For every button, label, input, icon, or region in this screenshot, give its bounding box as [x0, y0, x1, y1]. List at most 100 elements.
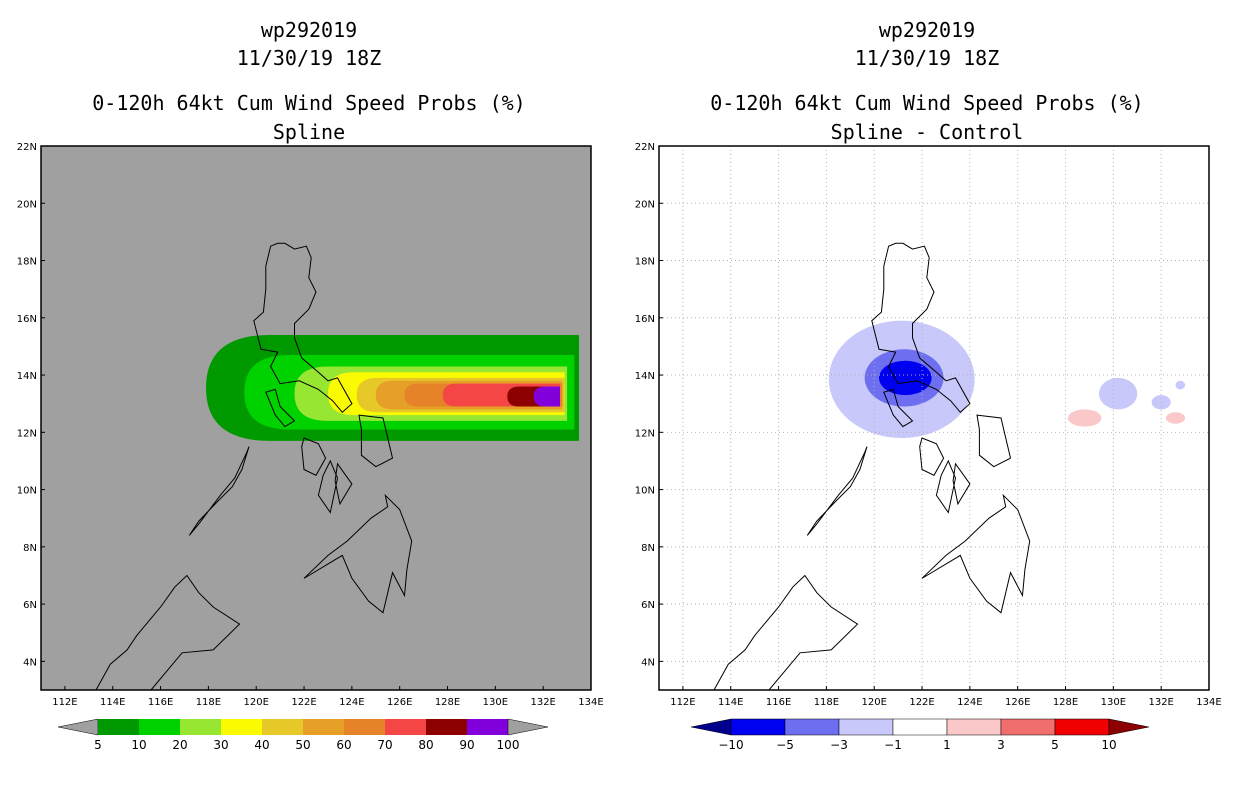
panel-spline: wp292019 11/30/19 18Z 0-120h 64kt Cum Wi… — [17, 18, 604, 752]
difference-contour — [1067, 409, 1102, 427]
x-tick-label: 112E — [52, 697, 77, 708]
colorbar-segment — [139, 719, 180, 735]
colorbar-segment — [426, 719, 467, 735]
colorbar-segment — [892, 718, 948, 736]
colorbar-segment — [838, 718, 894, 736]
difference-map: 112E 114E 116E 118E 120E 122E 124E 126E 128E 130E… — [635, 142, 1222, 752]
colorbar-segment — [385, 719, 426, 735]
probability-contour-90-100 — [533, 386, 560, 407]
y-tick-label: 6N — [23, 600, 37, 611]
colorbar-segment — [221, 719, 262, 735]
colorbar-label: −1 — [884, 738, 902, 752]
chart-subtitle: 11/30/19 18Z — [854, 46, 1000, 70]
colorbar-segment — [262, 719, 303, 735]
colorbar-label: 80 — [418, 738, 433, 752]
coastline — [188, 446, 250, 536]
difference-contour — [1099, 377, 1138, 410]
x-tick-label: 128E — [1053, 697, 1078, 708]
colorbar-label: 90 — [459, 738, 474, 752]
x-tick-label: 116E — [148, 697, 173, 708]
colorbar-over-arrow — [507, 718, 549, 736]
x-tick-label: 118E — [196, 697, 221, 708]
colorbar-label: 1 — [943, 738, 951, 752]
x-tick-label: 114E — [718, 697, 743, 708]
colorbar-label: 5 — [1051, 738, 1059, 752]
colorbar-segment — [98, 719, 139, 735]
colorbar-label: −10 — [718, 738, 743, 752]
y-tick-label: 4N — [23, 657, 37, 668]
colorbar-label: 10 — [131, 738, 146, 752]
colorbar-over-arrow — [1108, 718, 1150, 736]
coastline — [952, 462, 971, 506]
colorbar-label: 70 — [377, 738, 392, 752]
coastline — [301, 437, 327, 476]
plot-frame — [40, 145, 592, 691]
colorbar-segment — [180, 719, 221, 735]
coastline — [303, 493, 413, 614]
y-tick-label: 12N — [635, 428, 655, 439]
colorbar-segment — [1054, 718, 1110, 736]
x-tick-label: 124E — [957, 697, 982, 708]
colorbar-segment — [1000, 718, 1056, 736]
difference-contour — [1165, 412, 1186, 424]
coastline — [253, 242, 353, 414]
coastline — [358, 414, 394, 468]
colorbar-segment — [467, 719, 508, 735]
y-tick-label: 14N — [635, 371, 655, 382]
colorbar-under-arrow — [57, 718, 99, 736]
coastline — [976, 414, 1012, 468]
coastline — [806, 446, 868, 536]
colorbar-segment — [303, 719, 344, 735]
x-tick-label: 120E — [244, 697, 269, 708]
coastline — [334, 462, 353, 506]
y-tick-label: 22N — [17, 142, 37, 153]
colorbar-segment — [344, 719, 385, 735]
coastline — [919, 437, 945, 476]
x-tick-label: 128E — [435, 697, 460, 708]
coastline — [883, 388, 914, 428]
colorbar-under-arrow — [690, 718, 732, 736]
colorbar-label: 3 — [997, 738, 1005, 752]
x-tick-label: 116E — [766, 697, 791, 708]
x-tick-label: 122E — [291, 697, 316, 708]
x-tick-label: 126E — [387, 697, 412, 708]
y-tick-label: 20N — [635, 199, 655, 210]
chart-title: wp292019 — [878, 18, 976, 42]
chart-product-label: 0-120h 64kt Cum Wind Speed Probs (%) — [710, 91, 1144, 115]
y-tick-label: 18N — [635, 257, 655, 268]
coastline — [265, 388, 296, 428]
chart-subtitle: 11/30/19 18Z — [236, 46, 382, 70]
difference-contour — [1175, 380, 1186, 390]
x-tick-label: 132E — [530, 697, 555, 708]
chart-variant-label: Spline — [272, 120, 346, 144]
x-tick-label: 130E — [483, 697, 508, 708]
colorbar-label: 40 — [254, 738, 269, 752]
x-tick-label: 134E — [578, 697, 603, 708]
colorbar-segment — [946, 718, 1002, 736]
coastline — [871, 242, 971, 414]
y-tick-label: 14N — [17, 371, 37, 382]
x-tick-label: 114E — [100, 697, 125, 708]
chart-title: wp292019 — [260, 18, 358, 42]
chart-product-label: 0-120h 64kt Cum Wind Speed Probs (%) — [92, 91, 526, 115]
x-tick-label: 132E — [1148, 697, 1173, 708]
x-tick-label: 124E — [339, 697, 364, 708]
wind-probability-map: 112E 114E 116E 118E 120E 122E 124E 126E 128E 130E… — [17, 142, 604, 752]
y-tick-label: 4N — [641, 657, 655, 668]
y-tick-label: 10N — [17, 486, 37, 497]
y-tick-label: 8N — [641, 543, 655, 554]
colorbar-segment — [730, 718, 786, 736]
y-tick-label: 16N — [17, 314, 37, 325]
colorbar-segment — [784, 718, 840, 736]
y-tick-label: 8N — [23, 543, 37, 554]
colorbar-label: −3 — [830, 738, 848, 752]
difference-contour — [879, 360, 932, 396]
y-tick-label: 20N — [17, 199, 37, 210]
colorbar-label: 30 — [213, 738, 228, 752]
y-tick-label: 18N — [17, 257, 37, 268]
y-tick-label: 10N — [635, 486, 655, 497]
plot-frame — [658, 145, 1210, 691]
colorbar-label: 5 — [94, 738, 102, 752]
colorbar-label: 20 — [172, 738, 187, 752]
colorbar-label: −5 — [776, 738, 794, 752]
